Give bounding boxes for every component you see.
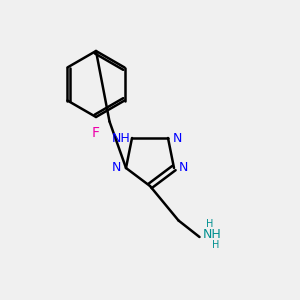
Text: H: H (212, 239, 220, 250)
Text: NH: NH (203, 227, 222, 241)
Text: N: N (178, 161, 188, 174)
Text: F: F (92, 126, 100, 140)
Text: H: H (206, 219, 214, 230)
Text: N: N (172, 132, 182, 145)
Text: N: N (112, 161, 121, 174)
Text: NH: NH (112, 132, 131, 145)
